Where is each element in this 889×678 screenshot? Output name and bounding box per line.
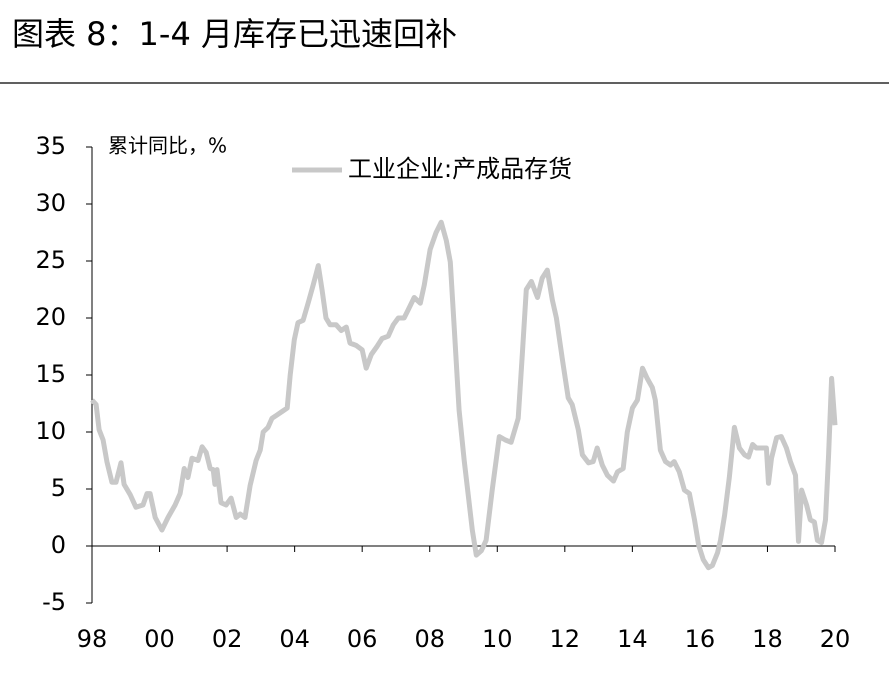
x-tick-label: 08: [414, 625, 445, 653]
x-tick-label: 04: [279, 625, 310, 653]
y-tick-label: 20: [35, 303, 66, 331]
y-tick-label: 0: [51, 531, 66, 559]
legend-label: 工业企业:产成品存货: [348, 155, 572, 183]
y-axis-label: 累计同比，%: [108, 134, 227, 158]
y-tick-label: 5: [51, 474, 66, 502]
y-tick-label: 25: [35, 246, 66, 274]
x-tick-label: 10: [482, 625, 513, 653]
x-tick-label: 18: [752, 625, 783, 653]
x-tick-label: 20: [820, 625, 851, 653]
chart-title: 图表 8：1-4 月库存已迅速回补: [12, 15, 457, 53]
x-tick-label: 12: [550, 625, 581, 653]
y-tick-label: 15: [35, 360, 66, 388]
x-tick-label: 00: [144, 625, 175, 653]
x-tick-label: 02: [212, 625, 243, 653]
x-tick-label: 06: [347, 625, 378, 653]
x-tick-label: 14: [617, 625, 648, 653]
y-tick-label: 35: [35, 132, 66, 160]
series-line: [90, 219, 838, 571]
x-tick-label: 16: [685, 625, 716, 653]
y-tick-label: -5: [42, 588, 66, 616]
y-tick-label: 10: [35, 417, 66, 445]
x-tick-label: 98: [77, 625, 108, 653]
y-tick-label: 30: [35, 189, 66, 217]
